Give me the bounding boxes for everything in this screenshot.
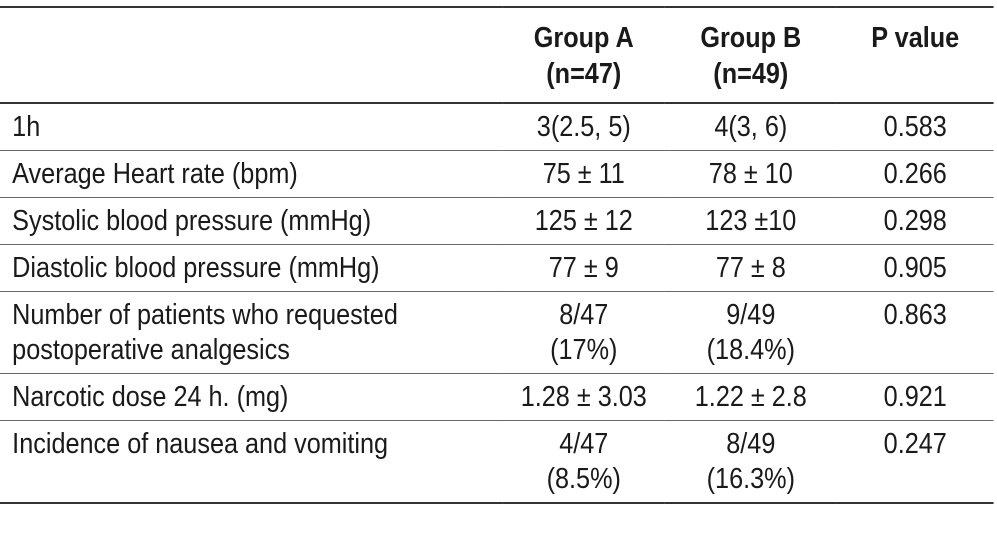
p-value: 0.298: [883, 205, 947, 237]
group-b-value-line1: 123 ±10: [705, 205, 797, 237]
row-label-line1: Number of patients who requested: [12, 299, 398, 331]
group-b-value-line1: 78 ± 10: [708, 158, 793, 190]
header-group-b-line2: (n=49): [713, 58, 789, 90]
results-table: Group A (n=47) Group B (n=49) P value 1h…: [0, 6, 994, 504]
p-value: 0.247: [883, 428, 947, 460]
group-b-value-line1: 9/49: [726, 299, 776, 331]
group-b-value: 77 ± 8: [665, 245, 837, 292]
row-label-line1: Incidence of nausea and vomiting: [12, 428, 389, 460]
header-row: Group A (n=47) Group B (n=49) P value: [0, 7, 994, 103]
row-label-line1: Systolic blood pressure (mmHg): [12, 205, 372, 237]
group-a-value-line1: 125 ± 12: [534, 205, 633, 237]
group-b-value: 1.22 ± 2.8: [665, 374, 837, 421]
group-b-value-line2: (16.3%): [706, 463, 795, 495]
header-p-value-line1: P value: [871, 22, 960, 54]
row-label-line1: Narcotic dose 24 h. (mg): [12, 381, 289, 413]
header-cell-label: [0, 7, 503, 103]
table-row: Diastolic blood pressure (mmHg) 77 ± 9 7…: [0, 245, 994, 292]
group-a-value-line2: (8.5%): [546, 463, 621, 495]
group-a-value: 4/47 (8.5%): [503, 421, 665, 504]
table-row: Number of patients who requested postoper…: [0, 292, 994, 374]
group-b-value: 8/49 (16.3%): [665, 421, 837, 504]
row-label: Average Heart rate (bpm): [0, 151, 503, 198]
row-label-line2: postoperative analgesics: [12, 334, 290, 366]
table-row: Narcotic dose 24 h. (mg) 1.28 ± 3.03 1.2…: [0, 374, 994, 421]
group-a-value: 125 ± 12: [503, 198, 665, 245]
group-b-value-line1: 4(3, 6): [714, 111, 788, 143]
header-group-a-line1: Group A: [533, 22, 634, 54]
group-a-value-line1: 1.28 ± 3.03: [520, 381, 647, 413]
header-cell-group-b: Group B (n=49): [665, 7, 837, 103]
group-a-value-line2: (17%): [550, 334, 618, 366]
group-a-value: 75 ± 11: [503, 151, 665, 198]
p-value: 0.863: [883, 299, 947, 331]
group-a-value-line1: 4/47: [559, 428, 609, 460]
table-header: Group A (n=47) Group B (n=49) P value: [0, 7, 994, 103]
header-cell-group-a: Group A (n=47): [503, 7, 665, 103]
row-label: Narcotic dose 24 h. (mg): [0, 374, 503, 421]
group-a-value: 1.28 ± 3.03: [503, 374, 665, 421]
group-a-value-line1: 3(2.5, 5): [536, 111, 631, 143]
group-b-value: 123 ±10: [665, 198, 837, 245]
group-b-value-line2: (18.4%): [706, 334, 795, 366]
table-row: Incidence of nausea and vomiting 4/47 (8.…: [0, 421, 994, 504]
p-value: 0.266: [883, 158, 947, 190]
group-a-value-line1: 8/47: [559, 299, 609, 331]
p-value: 0.583: [883, 111, 947, 143]
row-label-line1: Average Heart rate (bpm): [12, 158, 298, 190]
p-value: 0.905: [883, 252, 947, 284]
group-a-value: 8/47 (17%): [503, 292, 665, 374]
row-label: 1h: [0, 103, 503, 151]
p-value: 0.921: [883, 381, 947, 413]
header-group-a-line2: (n=47): [546, 58, 622, 90]
group-b-value-line1: 1.22 ± 2.8: [694, 381, 807, 413]
table-row: 1h 3(2.5, 5) 4(3, 6) 0.583: [0, 103, 994, 151]
row-label: Systolic blood pressure (mmHg): [0, 198, 503, 245]
group-b-value-line1: 77 ± 8: [715, 252, 786, 284]
header-group-b-line1: Group B: [700, 22, 802, 54]
header-cell-p-value: P value: [837, 7, 994, 103]
group-a-value: 3(2.5, 5): [503, 103, 665, 151]
results-table-container: Group A (n=47) Group B (n=49) P value 1h…: [0, 6, 994, 504]
group-b-value: 4(3, 6): [665, 103, 837, 151]
group-a-value: 77 ± 9: [503, 245, 665, 292]
group-a-value-line1: 75 ± 11: [542, 158, 625, 190]
row-label: Incidence of nausea and vomiting: [0, 421, 503, 504]
group-b-value: 9/49 (18.4%): [665, 292, 837, 374]
row-label: Diastolic blood pressure (mmHg): [0, 245, 503, 292]
table-row: Systolic blood pressure (mmHg) 125 ± 12 …: [0, 198, 994, 245]
group-b-value: 78 ± 10: [665, 151, 837, 198]
row-label: Number of patients who requested postoper…: [0, 292, 503, 374]
group-b-value-line1: 8/49: [726, 428, 776, 460]
group-a-value-line1: 77 ± 9: [548, 252, 619, 284]
row-label-line1: 1h: [12, 111, 41, 143]
table-body: 1h 3(2.5, 5) 4(3, 6) 0.583 Average Heart…: [0, 103, 994, 503]
table-row: Average Heart rate (bpm) 75 ± 11 78 ± 10…: [0, 151, 994, 198]
row-label-line1: Diastolic blood pressure (mmHg): [12, 252, 380, 284]
